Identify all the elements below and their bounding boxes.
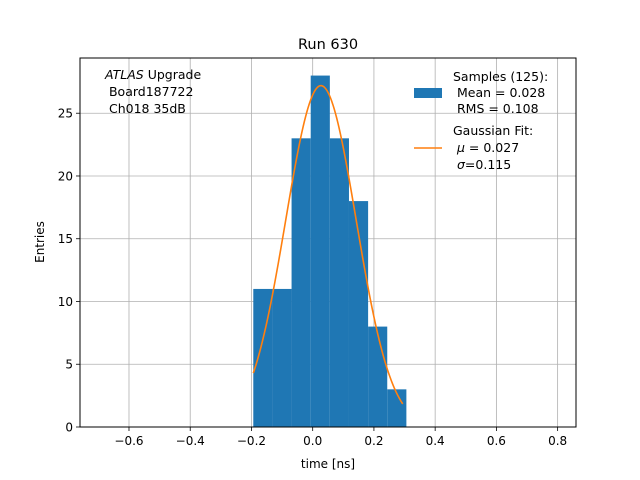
legend-fit-line-3: σ=0.115 xyxy=(453,157,511,172)
histogram-bar xyxy=(253,288,273,427)
histogram-bar xyxy=(291,138,311,427)
y-tick-label: 0 xyxy=(65,421,73,435)
gaussian-fit xyxy=(252,84,404,405)
fit-curve xyxy=(252,84,404,405)
annotation-upgrade: Upgrade xyxy=(144,67,202,82)
x-tick-label: −0.4 xyxy=(176,434,205,448)
y-tick-label: 15 xyxy=(58,232,73,246)
x-axis-label: time [ns] xyxy=(301,457,355,471)
y-tick-label: 20 xyxy=(58,169,73,183)
histogram-bar xyxy=(368,326,388,427)
legend-mu-value: = 0.027 xyxy=(465,140,519,155)
legend-sigma-value: =0.115 xyxy=(465,157,511,172)
histogram-bar xyxy=(329,138,349,427)
y-axis-label: Entries xyxy=(33,221,47,263)
x-tick-label: −0.6 xyxy=(114,434,143,448)
chart-title: Run 630 xyxy=(298,37,358,53)
legend-mu-symbol: μ xyxy=(456,140,465,155)
atlas-annotation: ATLAS Upgrade Board187722 Ch018 35dB xyxy=(104,67,201,116)
histogram-bars xyxy=(253,75,407,428)
x-tick-label: −0.2 xyxy=(237,434,266,448)
x-tick-label: 0.0 xyxy=(303,434,322,448)
annotation-line-1: ATLAS Upgrade xyxy=(104,67,201,82)
y-tick-label: 25 xyxy=(58,107,73,121)
legend: Samples (125): Mean = 0.028 RMS = 0.108 … xyxy=(414,69,548,172)
y-axis-ticks: 0 5 10 15 20 25 xyxy=(58,107,80,435)
y-tick-label: 10 xyxy=(58,295,73,309)
legend-fit-line-1: Gaussian Fit: xyxy=(453,123,533,138)
x-tick-label: 0.8 xyxy=(548,434,567,448)
legend-hist-line-3: RMS = 0.108 xyxy=(453,101,539,116)
legend-sigma-symbol: σ xyxy=(457,157,466,172)
histogram-bar xyxy=(387,389,407,427)
x-tick-label: 0.6 xyxy=(487,434,506,448)
annotation-line-3: Ch018 35dB xyxy=(105,101,186,116)
legend-hist-swatch xyxy=(414,88,442,98)
legend-hist-line-2: Mean = 0.028 xyxy=(453,85,545,100)
legend-fit-line-2: μ = 0.027 xyxy=(453,140,519,155)
x-tick-label: 0.2 xyxy=(364,434,383,448)
y-tick-label: 5 xyxy=(65,358,73,372)
x-tick-label: 0.4 xyxy=(426,434,445,448)
annotation-atlas: ATLAS xyxy=(104,67,144,82)
x-axis-ticks: −0.6 −0.4 −0.2 0.0 0.2 0.4 0.6 0.8 xyxy=(114,427,567,448)
annotation-line-2: Board187722 xyxy=(105,84,193,99)
plot-frame xyxy=(79,57,577,428)
histogram-bar xyxy=(272,288,292,427)
legend-hist-line-1: Samples (125): xyxy=(453,69,548,84)
histogram-bar xyxy=(310,75,330,428)
